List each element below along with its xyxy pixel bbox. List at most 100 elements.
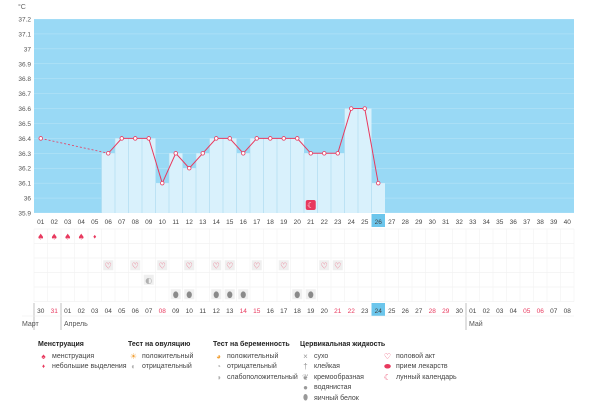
- legend-item: кремообразная: [314, 373, 364, 381]
- y-tick-label: 36.9: [18, 61, 31, 68]
- temperature-bar: [209, 138, 223, 213]
- temperature-point: [254, 136, 259, 141]
- day-number: 34: [483, 219, 491, 226]
- egg-white-icon: [240, 291, 246, 299]
- egg-white-icon: [213, 291, 219, 299]
- date-number: 07: [550, 308, 558, 315]
- current-day-highlight: [371, 214, 385, 227]
- temperature-bar: [236, 153, 250, 213]
- day-number: 04: [78, 219, 86, 226]
- temperature-bar: [371, 183, 385, 213]
- current-date-highlight: [371, 303, 385, 316]
- y-tick-label: 36.2: [18, 166, 31, 173]
- legend-ovulation: Тест на овуляцию ☀ положительный ◐ отрицат…: [128, 341, 193, 372]
- y-tick-label: 37.2: [18, 17, 31, 24]
- temperature-bar: [250, 138, 264, 213]
- event-cell-bg: [319, 260, 330, 271]
- date-number: 27: [415, 308, 423, 315]
- temperature-bar: [358, 108, 372, 213]
- legend-title: Тест на овуляцию: [128, 341, 191, 348]
- temperature-point: [106, 151, 111, 156]
- temperature-point: [349, 106, 354, 111]
- date-number: 03: [496, 308, 504, 315]
- y-tick-label: 36.3: [18, 151, 31, 158]
- temperature-point: [227, 136, 232, 141]
- event-cell-bg: [184, 260, 195, 271]
- day-number: 31: [442, 219, 450, 226]
- temperature-bar: [277, 138, 291, 213]
- heart-icon: ♡: [159, 261, 166, 270]
- legend-item: водянистая: [314, 384, 352, 392]
- day-number: 24: [348, 219, 356, 226]
- small-drop-icon: ♦: [93, 234, 97, 240]
- day-number: 20: [294, 219, 302, 226]
- temperature-point: [133, 136, 138, 141]
- egg-white-icon: [308, 291, 314, 299]
- date-number: 06: [537, 308, 545, 315]
- day-number: 40: [564, 219, 572, 226]
- pregnancy-positive-icon: ◕: [216, 351, 221, 361]
- day-number: 07: [118, 219, 126, 226]
- event-cell-bg: [251, 260, 262, 271]
- heart-icon: ♡: [226, 261, 233, 270]
- day-number: 15: [226, 219, 234, 226]
- y-unit: °C: [18, 3, 26, 11]
- day-number: 02: [51, 219, 59, 226]
- moon-icon: ☾: [383, 372, 392, 382]
- y-tick-label: 36: [24, 196, 32, 203]
- drop-icon: ♠: [41, 351, 46, 361]
- heart-icon: ♡: [105, 261, 112, 270]
- drop-icon: ♠: [78, 232, 85, 241]
- date-number: 15: [253, 308, 261, 315]
- dry-icon: ×: [303, 351, 308, 361]
- heart-icon: ♡: [186, 261, 193, 270]
- date-number: 08: [159, 308, 167, 315]
- drop-icon: ♠: [51, 232, 58, 241]
- egg-white-icon: [294, 291, 300, 299]
- heart-icon: ♡: [383, 351, 392, 361]
- temperature-bar: [182, 168, 196, 213]
- date-number: 02: [78, 308, 86, 315]
- date-number: 05: [523, 308, 531, 315]
- day-number: 25: [361, 219, 369, 226]
- day-number: 23: [334, 219, 342, 226]
- date-number: 02: [483, 308, 491, 315]
- day-number: 11: [172, 219, 179, 226]
- moon-icon: ☾: [307, 201, 314, 210]
- day-number: 35: [496, 219, 504, 226]
- day-number: 01: [37, 219, 45, 226]
- date-number: 13: [226, 308, 234, 315]
- temperature-point: [146, 136, 151, 141]
- temperature-point: [38, 136, 43, 141]
- day-number: 06: [105, 219, 113, 226]
- temperature-point: [214, 136, 219, 141]
- day-number: 12: [186, 219, 194, 226]
- temperature-bar: [344, 108, 358, 213]
- temperature-point: [295, 136, 300, 141]
- date-number: 24: [375, 308, 383, 315]
- legend-item: отрицательный: [227, 363, 277, 371]
- day-number: 22: [321, 219, 329, 226]
- temperature-point: [308, 151, 313, 156]
- creamy-icon: ❦: [302, 372, 309, 382]
- event-cell-bg: [211, 260, 222, 271]
- temperature-point: [187, 166, 192, 171]
- temperature-point: [335, 151, 340, 156]
- day-number: 09: [145, 219, 153, 226]
- date-number: 04: [105, 308, 113, 315]
- day-number: 13: [199, 219, 207, 226]
- heart-icon: ♡: [213, 261, 220, 270]
- temperature-point: [119, 136, 124, 141]
- pregnancy-weak-icon: ◑: [216, 372, 221, 382]
- date-number: 14: [240, 308, 248, 315]
- half-sun-icon: ◐: [131, 362, 136, 372]
- date-number: 21: [334, 308, 342, 315]
- drop-icon: ♠: [64, 232, 71, 241]
- legend-item: сухо: [314, 352, 329, 360]
- temperature-bar: [317, 153, 331, 213]
- small-drop-icon: ♦: [41, 363, 46, 370]
- y-tick-label: 37: [24, 46, 32, 53]
- day-number: 26: [375, 219, 383, 226]
- date-number: 07: [145, 308, 153, 315]
- y-tick-label: 35.9: [18, 211, 31, 218]
